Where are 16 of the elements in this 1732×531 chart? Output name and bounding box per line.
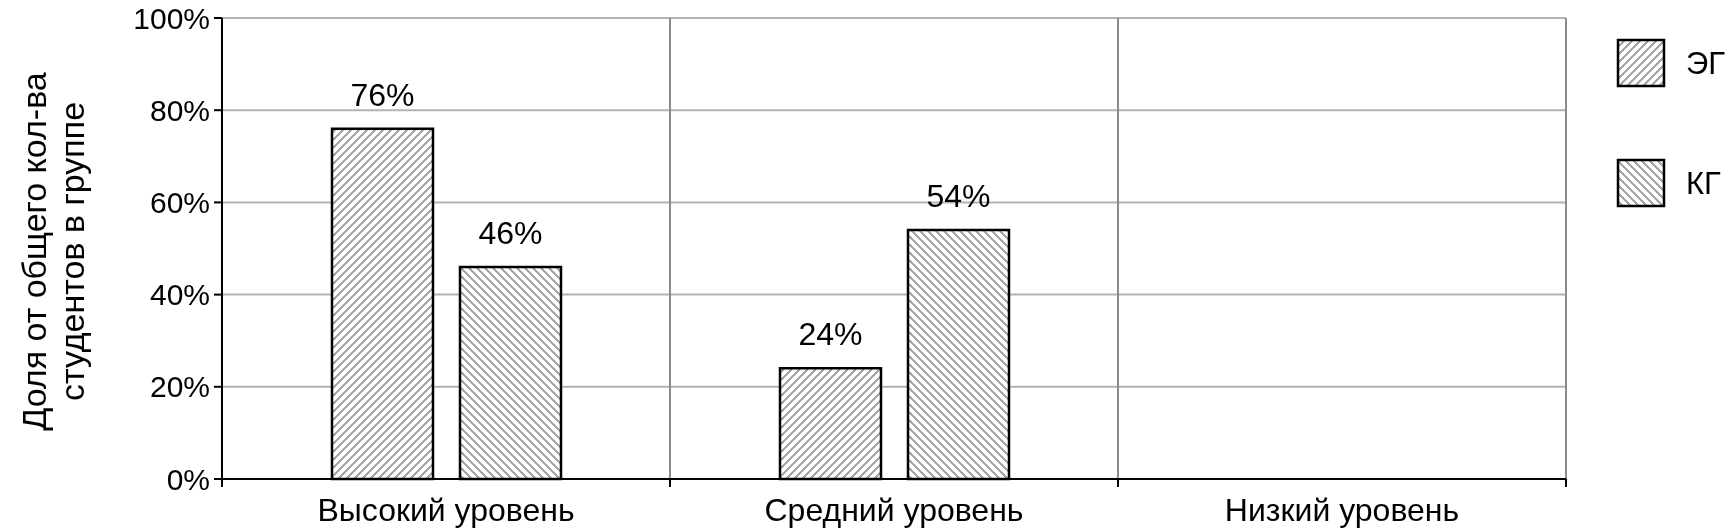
x-tick-label: Высокий уровень [317, 492, 575, 528]
data-label: 76% [350, 76, 415, 113]
y-tick-label: 20% [149, 370, 210, 404]
x-tick-label: Средний уровень [764, 492, 1024, 528]
y-axis-title: Доля от общего кол-ва студентов в группе [15, 72, 91, 431]
y-tick-label: 0% [166, 462, 210, 496]
y-tick-label: 60% [149, 185, 210, 219]
data-label: 46% [478, 214, 543, 251]
data-label: 24% [798, 316, 863, 353]
legend-label: ЭГ [1686, 45, 1726, 81]
y-tick-label: 100% [133, 1, 210, 35]
y-tick-label: 40% [149, 278, 210, 312]
data-label: 54% [926, 178, 991, 215]
legend-label: КГ [1686, 165, 1722, 201]
x-tick-label: Низкий уровень [1224, 492, 1460, 528]
y-tick-label: 80% [149, 93, 210, 127]
